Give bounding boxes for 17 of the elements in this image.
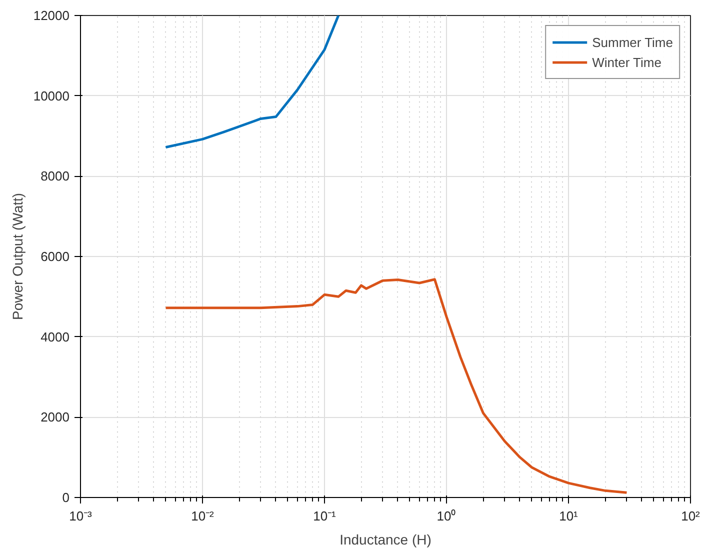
y-tick-label: 4000 — [40, 329, 70, 344]
legend-label: Winter Time — [592, 54, 662, 70]
y-tick-label: 2000 — [40, 410, 70, 425]
y-tick-label: 6000 — [40, 249, 70, 264]
legend-label: Summer Time — [592, 34, 673, 50]
x-tick-label: 10⁻³ — [69, 508, 93, 524]
y-tick-label: 10000 — [33, 88, 70, 104]
x-tick-label: 10¹ — [559, 508, 579, 524]
y-tick-label: 12000 — [33, 8, 70, 23]
y-tick-label: 8000 — [40, 168, 70, 184]
x-tick-label: 10⁻² — [191, 508, 215, 524]
x-tick-label: 10² — [681, 508, 701, 524]
y-axis-title: Power Output (Watt) — [9, 192, 26, 320]
x-axis-title: Inductance (H) — [340, 532, 432, 548]
x-tick-label: 10⁻¹ — [313, 508, 337, 524]
y-tick-label: 0 — [62, 490, 70, 505]
x-tick-label: 10⁰ — [436, 508, 456, 524]
